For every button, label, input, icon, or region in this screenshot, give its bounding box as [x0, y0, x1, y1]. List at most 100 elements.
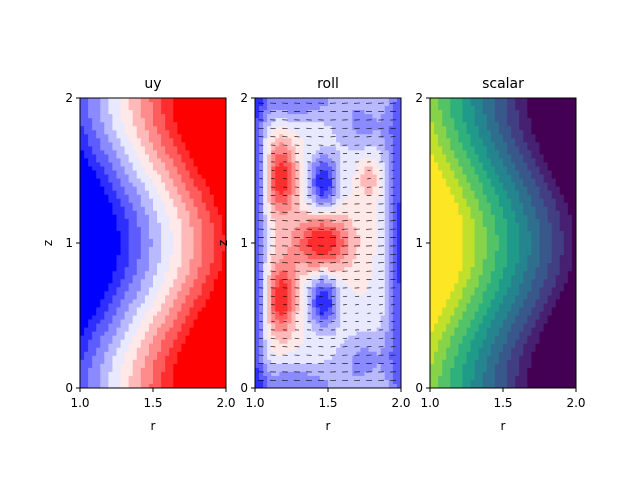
contour-cell	[299, 202, 305, 208]
contour-cell	[112, 202, 118, 208]
contour-cell	[303, 198, 309, 204]
contour-cell	[299, 158, 305, 164]
contour-cell	[128, 307, 134, 313]
contour-cell	[116, 166, 122, 172]
contour-cell	[332, 379, 337, 385]
contour-cell	[271, 363, 276, 369]
contour-cell	[307, 222, 313, 228]
contour-cell	[263, 114, 268, 119]
contour-cell	[380, 166, 386, 172]
contour-cell	[356, 355, 362, 361]
contour-cell	[364, 255, 370, 260]
contour-cell	[336, 327, 341, 333]
contour-cell	[108, 371, 114, 377]
contour-cell	[344, 178, 349, 184]
contour-cell	[315, 230, 321, 236]
contour-cell	[92, 110, 97, 115]
contour-cell	[259, 222, 264, 228]
contour-cell	[80, 226, 85, 232]
contour-cell	[287, 319, 293, 325]
contour-cell	[213, 146, 219, 151]
contour-cell	[189, 335, 195, 341]
contour-cell	[340, 102, 345, 107]
contour-cell	[307, 275, 313, 280]
contour-cell	[267, 162, 272, 168]
contour-cell	[148, 335, 154, 341]
contour-cell	[157, 359, 162, 365]
contour-cell	[328, 102, 333, 107]
contour-cell	[275, 307, 280, 313]
contour-cell	[319, 343, 325, 349]
contour-cell	[80, 303, 85, 309]
contour-cell	[279, 295, 284, 300]
contour-cell	[303, 130, 309, 135]
contour-field	[80, 98, 226, 388]
contour-cell	[364, 291, 370, 296]
contour-cell	[197, 118, 203, 123]
contour-cell	[80, 331, 85, 337]
contour-cell	[291, 106, 297, 111]
contour-cell	[267, 315, 272, 321]
contour-cell	[189, 347, 195, 353]
contour-cell	[177, 287, 182, 292]
contour-cell	[380, 379, 386, 385]
contour-cell	[88, 182, 93, 188]
contour-cell	[193, 331, 199, 337]
contour-cell	[88, 134, 93, 139]
contour-cell	[364, 379, 370, 385]
contour-cell	[275, 259, 280, 264]
contour-cell	[380, 114, 386, 119]
contour-cell	[283, 158, 289, 164]
contour-cell	[112, 170, 118, 176]
contour-cell	[209, 339, 215, 345]
contour-cell	[352, 375, 357, 381]
contour-cell	[104, 259, 109, 264]
contour-cell	[291, 283, 297, 288]
contour-cell	[148, 122, 154, 127]
contour-cell	[185, 226, 191, 232]
contour-cell	[132, 351, 138, 357]
contour-cell	[368, 174, 374, 180]
contour-cell	[311, 234, 317, 240]
contour-cell	[271, 383, 276, 388]
contour-cell	[275, 210, 280, 216]
contour-cell	[148, 218, 154, 224]
contour-cell	[303, 194, 309, 200]
contour-cell	[319, 178, 325, 184]
contour-cell	[267, 146, 272, 151]
contour-cell	[328, 134, 333, 139]
contour-cell	[197, 106, 203, 111]
contour-cell	[275, 367, 280, 373]
contour-cell	[368, 158, 374, 164]
contour-cell	[364, 206, 370, 212]
contour-cell	[336, 299, 341, 305]
contour-cell	[96, 383, 101, 388]
contour-cell	[323, 202, 329, 208]
contour-cell	[201, 307, 207, 313]
contour-cell	[80, 327, 85, 333]
contour-cell	[336, 134, 341, 139]
contour-cell	[275, 247, 280, 252]
contour-cell	[209, 379, 215, 385]
contour-cell	[380, 118, 386, 123]
contour-cell	[100, 363, 105, 369]
contour-cell	[263, 122, 268, 127]
contour-cell	[108, 198, 114, 204]
contour-cell	[372, 170, 378, 176]
contour-cell	[275, 126, 280, 131]
contour-cell	[299, 98, 305, 103]
contour-cell	[205, 150, 211, 155]
contour-cell	[348, 150, 353, 155]
contour-cell	[161, 299, 166, 305]
contour-cell	[344, 339, 349, 345]
contour-cell	[120, 307, 126, 313]
contour-cell	[287, 210, 293, 216]
contour-cell	[88, 335, 93, 341]
contour-cell	[189, 218, 195, 224]
contour-cell	[323, 158, 329, 164]
contour-cell	[356, 339, 362, 345]
contour-cell	[116, 275, 122, 280]
contour-cell	[275, 363, 280, 369]
contour-cell	[197, 230, 203, 236]
